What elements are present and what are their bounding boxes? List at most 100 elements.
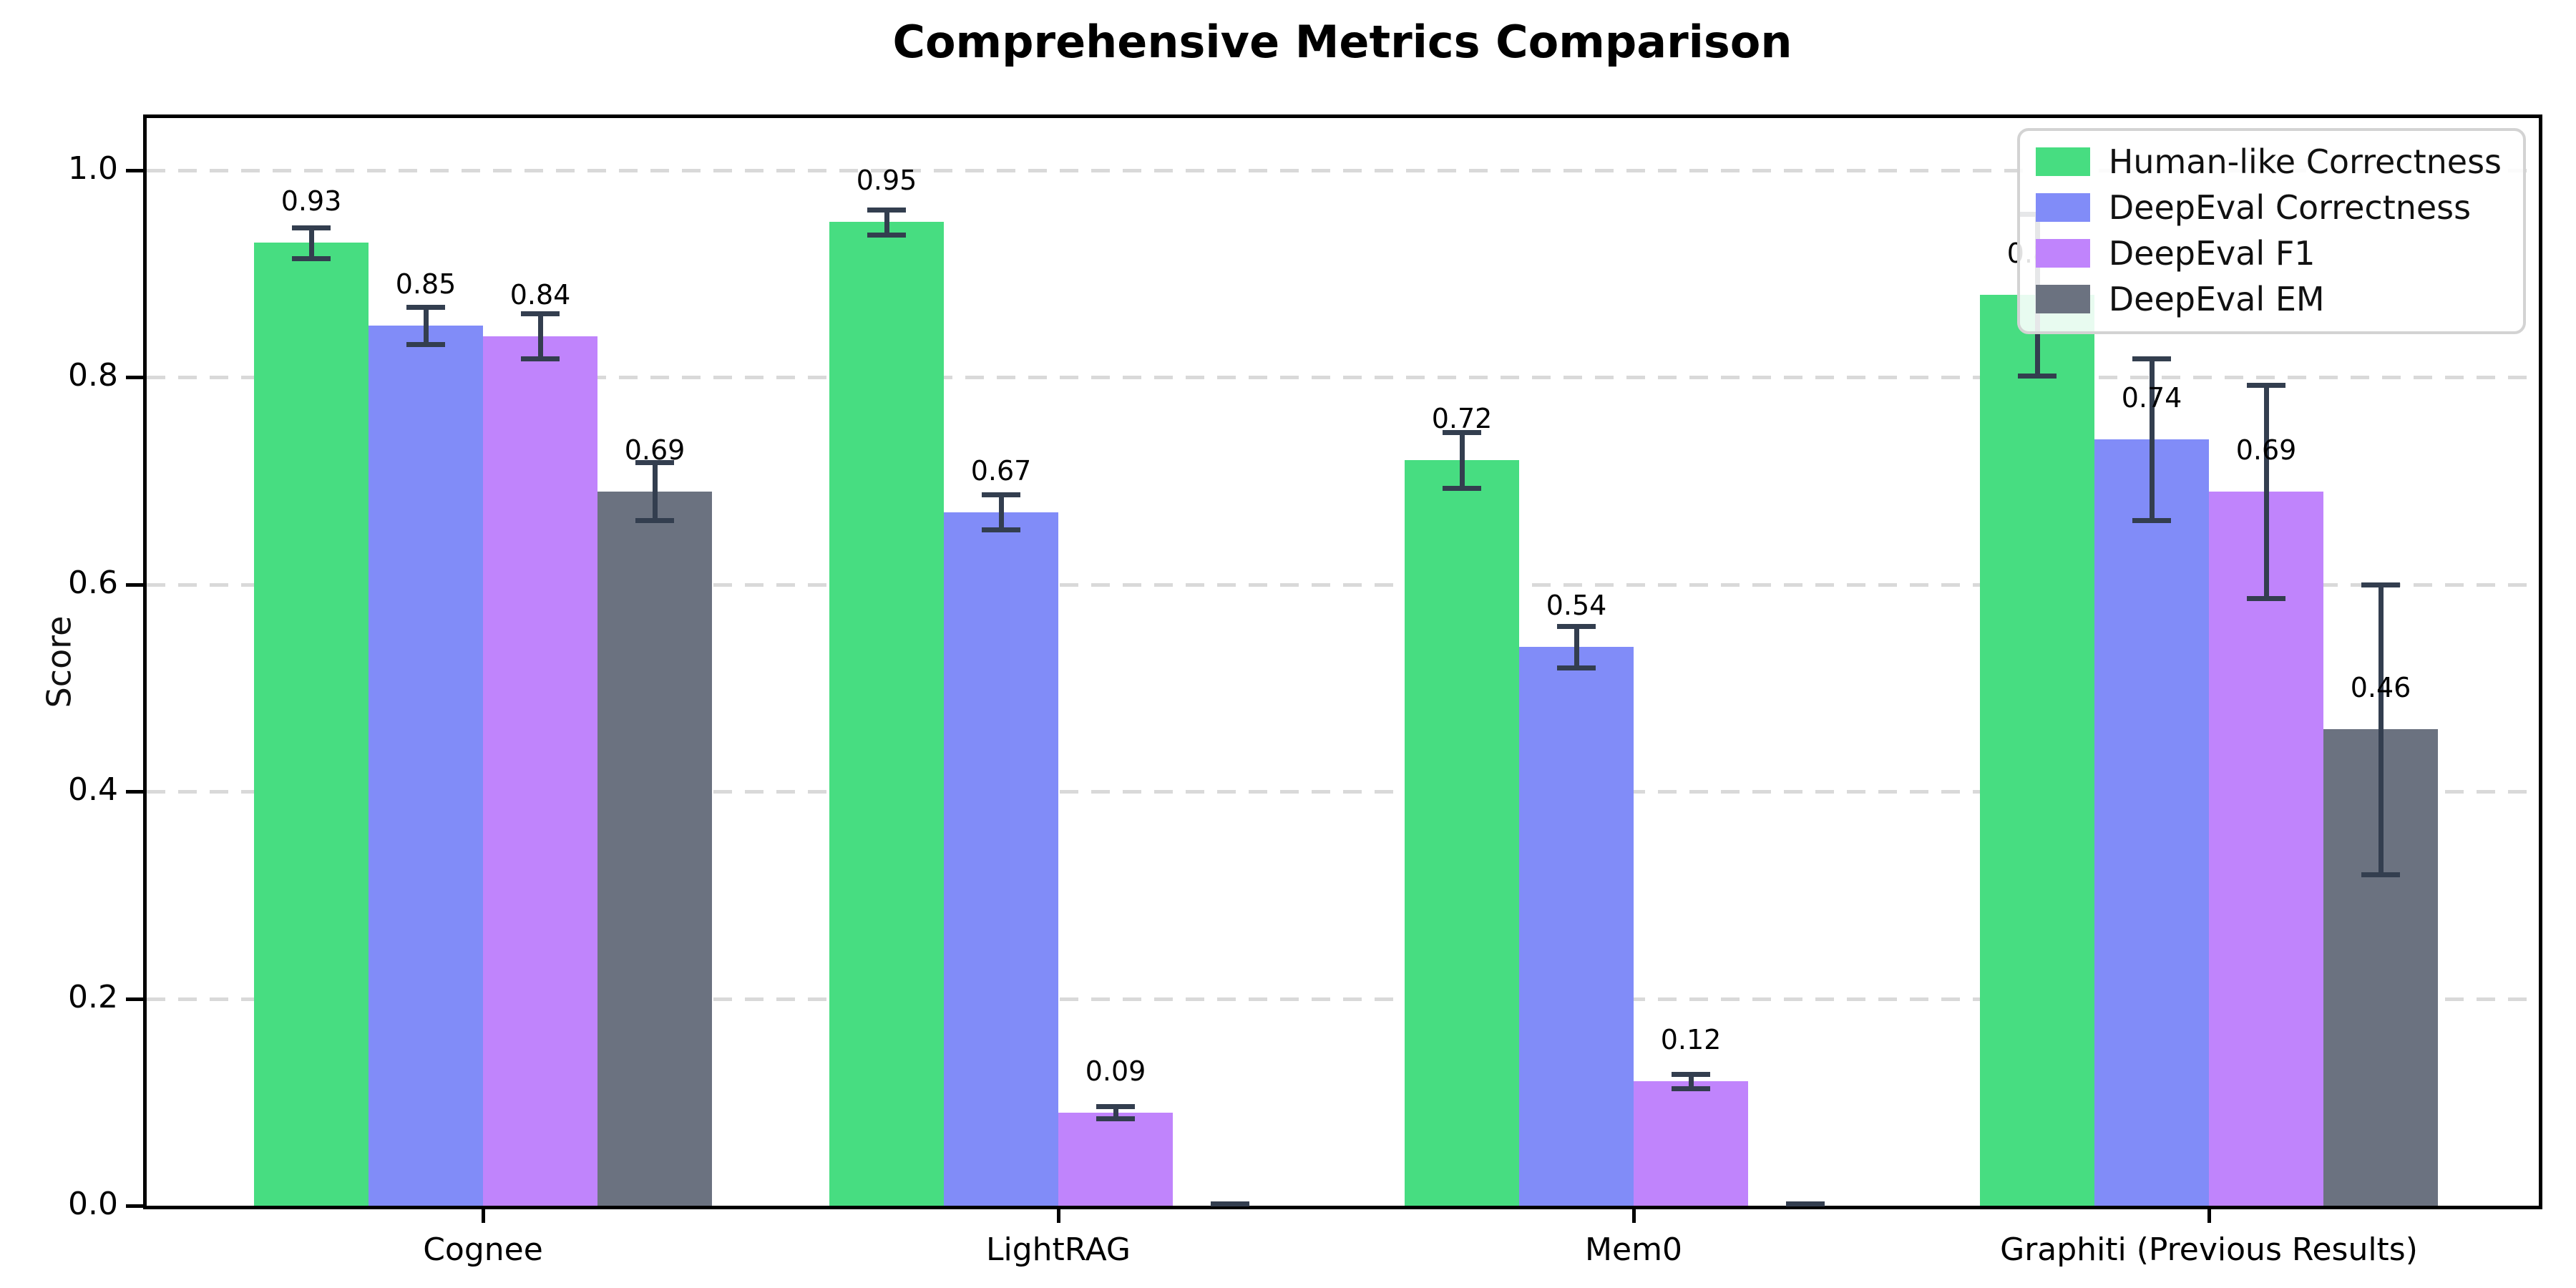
error-bar <box>423 307 429 345</box>
y-tick <box>126 376 143 380</box>
bar <box>483 336 597 1206</box>
gridline <box>147 376 2539 380</box>
error-bar-cap-bottom <box>406 342 445 348</box>
gridline <box>147 582 2539 587</box>
y-tick-label: 0.6 <box>68 564 118 601</box>
error-bar-cap-top <box>2247 382 2285 388</box>
legend: Human-like Correctness DeepEval Correctne… <box>2016 128 2526 334</box>
error-bar-cap-bottom <box>2361 872 2400 877</box>
error-bar-cap-top <box>1672 1072 1710 1078</box>
bar <box>597 491 712 1206</box>
bar <box>2209 491 2323 1206</box>
x-tick <box>2207 1206 2211 1223</box>
gridline <box>147 169 2539 172</box>
error-bar <box>308 227 314 258</box>
error-bar-cap-bottom <box>292 255 331 261</box>
legend-swatch <box>2035 285 2090 313</box>
error-bar <box>998 494 1004 530</box>
error-bar <box>2149 358 2155 521</box>
error-bar-cap-bottom <box>1672 1086 1710 1092</box>
legend-item: DeepEval Correctness <box>2035 188 2502 227</box>
bar-value-label: 0.09 <box>1085 1055 1146 1087</box>
bar-value-label: 0.69 <box>624 434 686 466</box>
y-tick-label: 0.2 <box>68 978 118 1015</box>
x-tick-label: Cognee <box>423 1231 543 1268</box>
bar <box>369 326 483 1206</box>
error-bar-cap-top <box>982 492 1020 497</box>
bar-value-label: 0.46 <box>2350 672 2411 704</box>
bar-value-label: 0.74 <box>2121 382 2182 414</box>
error-bar <box>1688 1074 1694 1089</box>
error-bar-cap-bottom <box>1443 486 1481 492</box>
error-bar <box>537 313 543 359</box>
x-tick-label: LightRAG <box>985 1231 1131 1268</box>
legend-swatch <box>2035 147 2090 176</box>
legend-label: DeepEval Correctness <box>2108 188 2472 227</box>
bar <box>1405 460 1519 1206</box>
error-bar-cap-top <box>2361 582 2400 587</box>
legend-label: DeepEval F1 <box>2108 234 2316 273</box>
y-tick-label: 1.0 <box>68 150 118 187</box>
error-bar <box>1574 625 1579 668</box>
gridline <box>147 790 2539 794</box>
error-bar <box>2378 584 2384 874</box>
bar <box>254 243 369 1206</box>
bar <box>1058 1112 1173 1206</box>
error-bar-cap-top <box>521 311 560 316</box>
y-tick-label: 0.4 <box>68 771 118 809</box>
chart-title: Comprehensive Metrics Comparison <box>892 16 1792 68</box>
legend-swatch <box>2035 239 2090 268</box>
legend-item: Human-like Correctness <box>2035 142 2502 181</box>
gridline <box>147 997 2539 1001</box>
error-bar-cap-bottom <box>2247 595 2285 601</box>
error-bar-cap-top <box>1443 430 1481 436</box>
error-bar-cap-bottom <box>1557 665 1596 670</box>
error-bar-cap-top <box>1786 1201 1825 1207</box>
bar <box>2094 439 2209 1206</box>
error-bar-cap-top <box>1211 1201 1249 1207</box>
legend-item: DeepEval EM <box>2035 280 2502 318</box>
x-tick <box>1057 1206 1060 1223</box>
legend-item: DeepEval F1 <box>2035 234 2502 273</box>
bar <box>1519 646 1634 1206</box>
error-bar-cap-top <box>406 305 445 310</box>
error-bar-cap-bottom <box>2018 373 2057 379</box>
error-bar-cap-top <box>1096 1104 1135 1110</box>
bar <box>1634 1081 1748 1206</box>
legend-label: Human-like Correctness <box>2108 142 2502 181</box>
x-tick <box>1632 1206 1636 1223</box>
error-bar <box>884 209 889 235</box>
y-tick <box>126 582 143 587</box>
y-tick <box>126 169 143 172</box>
bar-value-label: 0.72 <box>1431 403 1493 435</box>
bar-value-label: 0.85 <box>395 268 457 301</box>
bar-value-label: 0.84 <box>509 278 571 311</box>
bar-value-label: 0.54 <box>1546 589 1607 621</box>
legend-swatch <box>2035 193 2090 222</box>
error-bar <box>1459 432 1465 489</box>
error-bar-cap-bottom <box>2132 518 2171 524</box>
error-bar-cap-top <box>292 225 331 230</box>
error-bar-cap-bottom <box>867 232 906 238</box>
x-tick-label: Mem0 <box>1585 1231 1682 1268</box>
y-tick <box>126 790 143 794</box>
bar-value-label: 0.69 <box>2235 434 2297 466</box>
error-bar-cap-top <box>867 207 906 213</box>
bar-value-label: 0.67 <box>970 454 1032 487</box>
error-bar <box>1113 1106 1118 1119</box>
error-bar <box>652 462 658 521</box>
error-bar-cap-bottom <box>521 356 560 362</box>
bar <box>944 512 1058 1206</box>
error-bar-cap-bottom <box>982 527 1020 533</box>
x-tick <box>482 1206 485 1223</box>
bar-value-label: 0.12 <box>1660 1024 1722 1056</box>
y-tick <box>126 997 143 1001</box>
bar-value-label: 0.93 <box>280 185 342 218</box>
x-tick-label: Graphiti (Previous Results) <box>2000 1231 2418 1268</box>
bar-value-label: 0.95 <box>856 165 917 197</box>
error-bar-cap-top <box>635 460 674 466</box>
error-bar-cap-top <box>2132 356 2171 362</box>
y-tick <box>126 1204 143 1208</box>
error-bar <box>2263 384 2269 598</box>
